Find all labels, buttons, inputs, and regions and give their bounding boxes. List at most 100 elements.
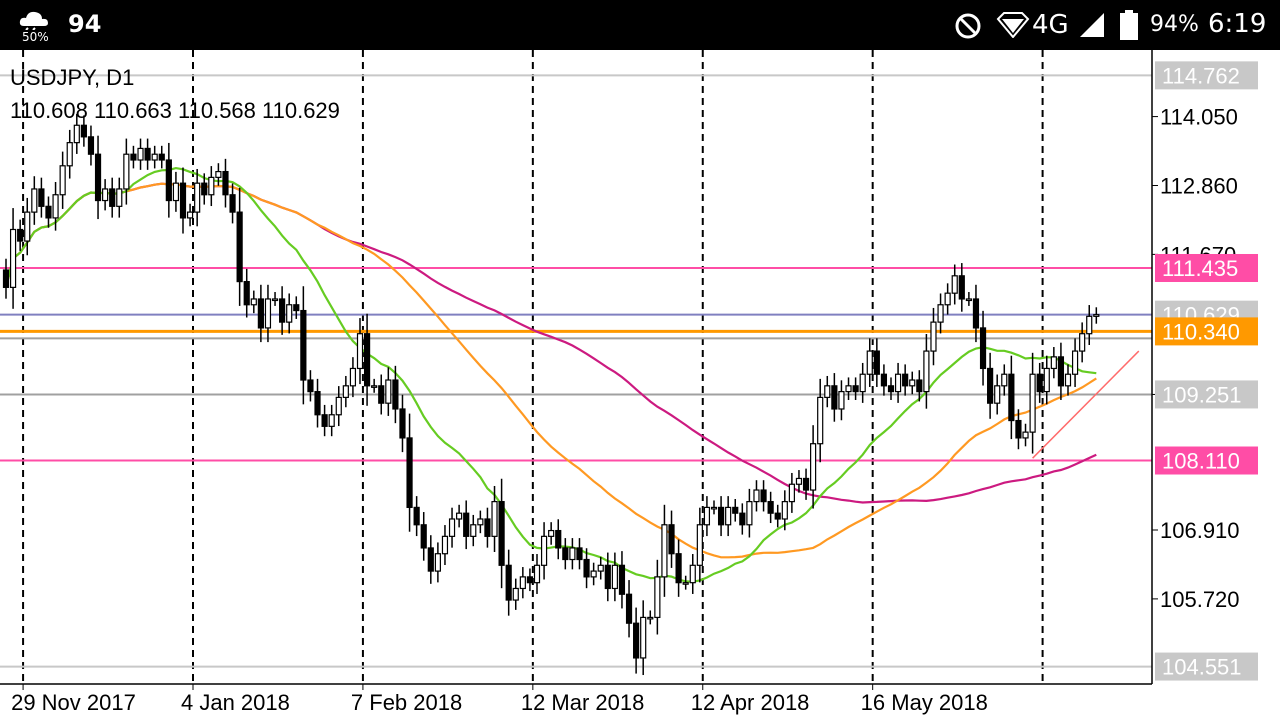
candle[interactable] (356, 333, 364, 370)
candle[interactable] (951, 275, 958, 294)
candle[interactable] (668, 524, 675, 555)
candle[interactable] (611, 564, 618, 590)
candle[interactable] (215, 170, 222, 178)
candle[interactable] (944, 292, 951, 306)
candle[interactable] (562, 547, 569, 561)
candle[interactable] (271, 298, 279, 302)
candle[interactable] (328, 414, 335, 427)
candle[interactable] (109, 188, 116, 207)
candle[interactable] (824, 385, 831, 398)
candle[interactable] (363, 333, 371, 387)
candle[interactable] (45, 205, 52, 219)
candle[interactable] (179, 182, 187, 219)
candle[interactable] (286, 304, 293, 323)
candle[interactable] (59, 165, 66, 196)
candle[interactable] (491, 501, 498, 537)
candle[interactable] (477, 518, 484, 526)
candle[interactable] (675, 553, 682, 584)
candle[interactable] (130, 153, 137, 161)
candle[interactable] (703, 506, 711, 526)
candle[interactable] (937, 304, 944, 323)
candle[interactable] (264, 298, 272, 329)
candle[interactable] (965, 298, 972, 302)
candle[interactable] (767, 501, 774, 514)
trend-line[interactable] (1032, 350, 1140, 459)
candle[interactable] (222, 170, 229, 196)
candle[interactable] (371, 385, 378, 388)
candle[interactable] (583, 558, 590, 578)
candle[interactable] (597, 564, 604, 572)
candle[interactable] (625, 593, 633, 624)
candle[interactable] (902, 373, 909, 387)
candle[interactable] (38, 188, 45, 207)
candle[interactable] (208, 176, 215, 196)
candle[interactable] (873, 350, 880, 375)
candle[interactable] (894, 373, 902, 393)
candle[interactable] (661, 524, 668, 578)
candle[interactable] (512, 587, 519, 601)
candle[interactable] (526, 576, 534, 584)
candle[interactable] (555, 529, 562, 549)
candle[interactable] (31, 188, 38, 213)
candle[interactable] (314, 391, 321, 416)
candle[interactable] (201, 182, 208, 196)
candle[interactable] (293, 304, 300, 312)
candle[interactable] (569, 547, 576, 561)
candle[interactable] (463, 512, 470, 537)
candle[interactable] (739, 512, 746, 526)
candle[interactable] (838, 391, 845, 410)
candle[interactable] (533, 564, 541, 584)
candle[interactable] (590, 570, 597, 578)
candle[interactable] (1022, 431, 1029, 439)
candle[interactable] (9, 228, 17, 288)
candle[interactable] (151, 153, 158, 161)
candle[interactable] (52, 194, 59, 219)
candle[interactable] (243, 280, 250, 306)
candle[interactable] (307, 379, 314, 393)
candle[interactable] (987, 367, 994, 404)
candle[interactable] (1036, 373, 1043, 393)
candle[interactable] (172, 182, 180, 202)
candle[interactable] (229, 194, 236, 213)
candle[interactable] (732, 506, 739, 514)
candle[interactable] (137, 147, 144, 161)
candle[interactable] (916, 379, 923, 393)
candle[interactable] (923, 350, 930, 393)
candle[interactable] (696, 524, 703, 566)
candle[interactable] (165, 159, 172, 202)
candle[interactable] (994, 385, 1001, 404)
candle[interactable] (158, 153, 165, 161)
candle[interactable] (250, 298, 257, 306)
candle[interactable] (186, 211, 194, 219)
candle[interactable] (378, 385, 385, 404)
candle[interactable] (774, 512, 781, 520)
candle[interactable] (802, 477, 810, 491)
candle[interactable] (979, 327, 987, 370)
candle[interactable] (746, 501, 753, 526)
candle[interactable] (279, 298, 286, 323)
candle[interactable] (909, 379, 916, 387)
candle[interactable] (94, 153, 102, 202)
candle[interactable] (87, 136, 95, 155)
candle[interactable] (349, 367, 357, 387)
candle[interactable] (1057, 356, 1065, 387)
candle[interactable] (73, 124, 80, 144)
candle[interactable] (441, 535, 449, 555)
candle[interactable] (448, 518, 456, 537)
candle[interactable] (116, 188, 123, 207)
candle[interactable] (194, 182, 201, 213)
candle[interactable] (831, 385, 838, 410)
candle[interactable] (2, 269, 10, 288)
candle[interactable] (576, 547, 583, 561)
candle[interactable] (1086, 315, 1093, 335)
candle[interactable] (456, 512, 463, 520)
candle[interactable] (647, 616, 654, 620)
candle[interactable] (852, 385, 859, 393)
candle[interactable] (144, 147, 151, 161)
candle[interactable] (80, 124, 87, 138)
candle[interactable] (342, 385, 349, 398)
candle[interactable] (335, 396, 342, 416)
candle[interactable] (618, 564, 626, 595)
candle[interactable] (102, 188, 109, 202)
candle[interactable] (427, 547, 434, 572)
